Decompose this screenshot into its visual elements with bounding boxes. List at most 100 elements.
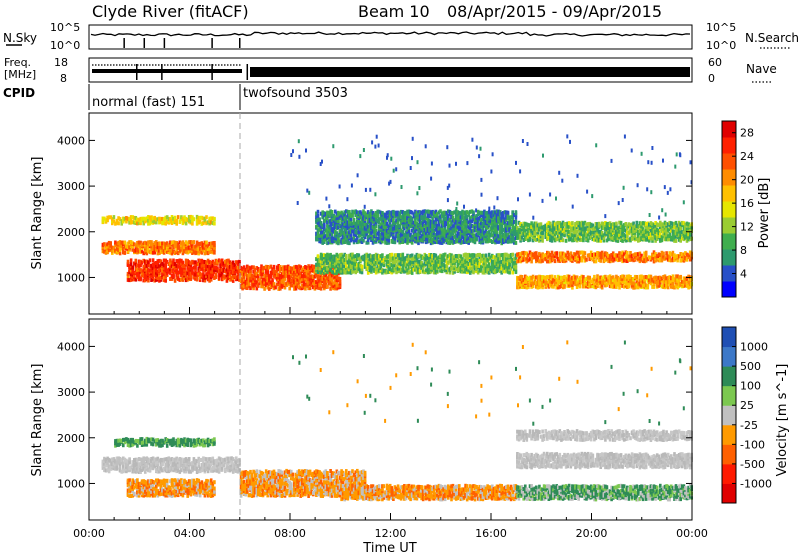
power-cell: [133, 215, 136, 220]
power-cell: [291, 283, 295, 288]
power-cell: [151, 242, 155, 247]
power-cell: [137, 272, 141, 277]
power-cell: [442, 262, 445, 267]
power-cell: [365, 262, 368, 267]
power-cell: [365, 267, 368, 272]
power-cell: [150, 246, 153, 251]
power-cell: [280, 279, 284, 284]
power-cell: [362, 254, 365, 259]
power-cell: [327, 280, 331, 285]
power-cell: [338, 211, 342, 216]
power-cell: [180, 215, 183, 220]
power-cell: [387, 263, 390, 268]
power-cell: [231, 278, 235, 283]
power-cell: [319, 224, 323, 229]
power-cell: [198, 215, 202, 220]
power-cell: [274, 275, 277, 280]
power-cell: [173, 262, 177, 266]
power-cell: [326, 222, 329, 227]
power-cell: [398, 266, 401, 271]
power-cell: [153, 272, 156, 277]
power-cell: [388, 258, 392, 263]
power-cell: [158, 241, 161, 246]
power-cell: [514, 253, 518, 258]
power-cell: [172, 216, 175, 221]
power-cell: [352, 257, 356, 262]
power-cell: [156, 245, 160, 250]
power-cell: [297, 271, 301, 276]
power-cell: [484, 256, 488, 261]
power-cell: [156, 217, 160, 222]
power-cell: [326, 232, 329, 237]
power-cell: [511, 260, 514, 265]
power-cell: [335, 240, 339, 245]
power-cell: [197, 258, 200, 263]
power-cell: [502, 255, 505, 260]
power-cell: [268, 282, 271, 287]
power-cell: [334, 236, 337, 240]
power-cell: [231, 260, 235, 265]
power-cell: [447, 254, 450, 259]
power-cell: [144, 265, 147, 270]
power-cell: [454, 267, 458, 271]
power-cell: [329, 240, 332, 245]
power-cell: [302, 280, 306, 285]
power-cell: [238, 277, 241, 282]
power-cell: [142, 268, 145, 273]
power-cell: [184, 249, 188, 254]
power-cell: [104, 243, 108, 248]
power-cell: [275, 275, 279, 280]
power-cell: [330, 269, 334, 274]
power-cell: [184, 278, 188, 283]
power-cell: [181, 276, 185, 281]
power-cell: [189, 242, 193, 247]
power-cell: [228, 260, 232, 265]
power-cell: [103, 216, 106, 221]
power-cell: [181, 251, 185, 256]
power-cell: [462, 261, 466, 266]
power-cell: [170, 260, 174, 265]
power-cell: [381, 253, 384, 258]
power-cell: [337, 261, 340, 266]
power-cell: [250, 284, 254, 289]
power-cell: [307, 280, 310, 285]
power-cell: [128, 245, 131, 250]
power-cell: [150, 215, 153, 220]
power-cell: [404, 256, 408, 261]
power-cell: [363, 253, 367, 258]
power-cell: [456, 268, 460, 273]
power-cell: [139, 240, 142, 245]
power-cell: [436, 263, 439, 268]
power-cell: [398, 264, 401, 269]
power-cell: [467, 268, 470, 273]
power-cell: [217, 272, 221, 277]
power-cell: [335, 268, 339, 273]
power-cell: [363, 263, 367, 268]
power-cell: [379, 259, 383, 264]
power-cell: [338, 279, 342, 284]
power-cell: [230, 276, 233, 281]
power-cell: [235, 265, 238, 270]
power-cell: [324, 216, 328, 221]
power-cell: [373, 261, 376, 266]
power-cell: [421, 263, 425, 268]
power-cell: [291, 266, 295, 271]
power-cell: [208, 249, 211, 254]
power-cell: [359, 263, 362, 268]
power-cell: [208, 273, 211, 278]
power-cell: [133, 273, 136, 278]
power-cell: [401, 252, 405, 257]
power-cell: [312, 268, 315, 273]
power-cell: [379, 256, 383, 261]
power-cell: [423, 256, 427, 261]
power-cell: [429, 269, 433, 274]
power-cell: [164, 221, 167, 226]
power-cell: [255, 274, 259, 279]
noise-dropouts: [123, 38, 241, 48]
power-cell: [337, 265, 340, 270]
power-cell: [158, 251, 161, 255]
power-cell: [277, 279, 280, 284]
power-cell: [181, 246, 185, 251]
power-cell: [453, 266, 456, 271]
power-cell: [106, 218, 109, 223]
